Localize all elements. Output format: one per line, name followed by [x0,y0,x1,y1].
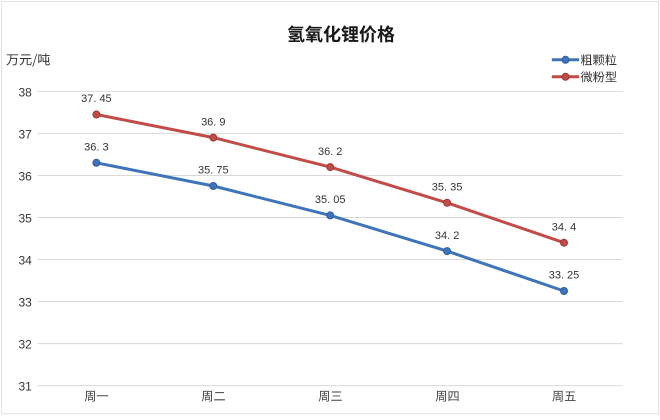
svg-text:38: 38 [18,85,32,99]
svg-text:34. 4: 34. 4 [552,221,576,233]
svg-text:37: 37 [18,127,32,141]
svg-text:33: 33 [18,296,32,310]
svg-text:32: 32 [18,338,32,352]
svg-text:36. 3: 36. 3 [84,142,108,154]
svg-text:36. 2: 36. 2 [318,146,342,158]
svg-text:36: 36 [18,170,32,184]
svg-text:35. 75: 35. 75 [198,165,229,177]
svg-text:35. 05: 35. 05 [315,194,346,206]
svg-text:35. 35: 35. 35 [432,182,463,194]
svg-text:34. 2: 34. 2 [435,230,459,242]
svg-text:37. 45: 37. 45 [81,93,112,105]
svg-text:31: 31 [18,380,32,394]
svg-text:36. 9: 36. 9 [201,116,225,128]
svg-text:33. 25: 33. 25 [549,270,580,282]
svg-text:34: 34 [18,254,32,268]
svg-text:35: 35 [18,212,32,226]
